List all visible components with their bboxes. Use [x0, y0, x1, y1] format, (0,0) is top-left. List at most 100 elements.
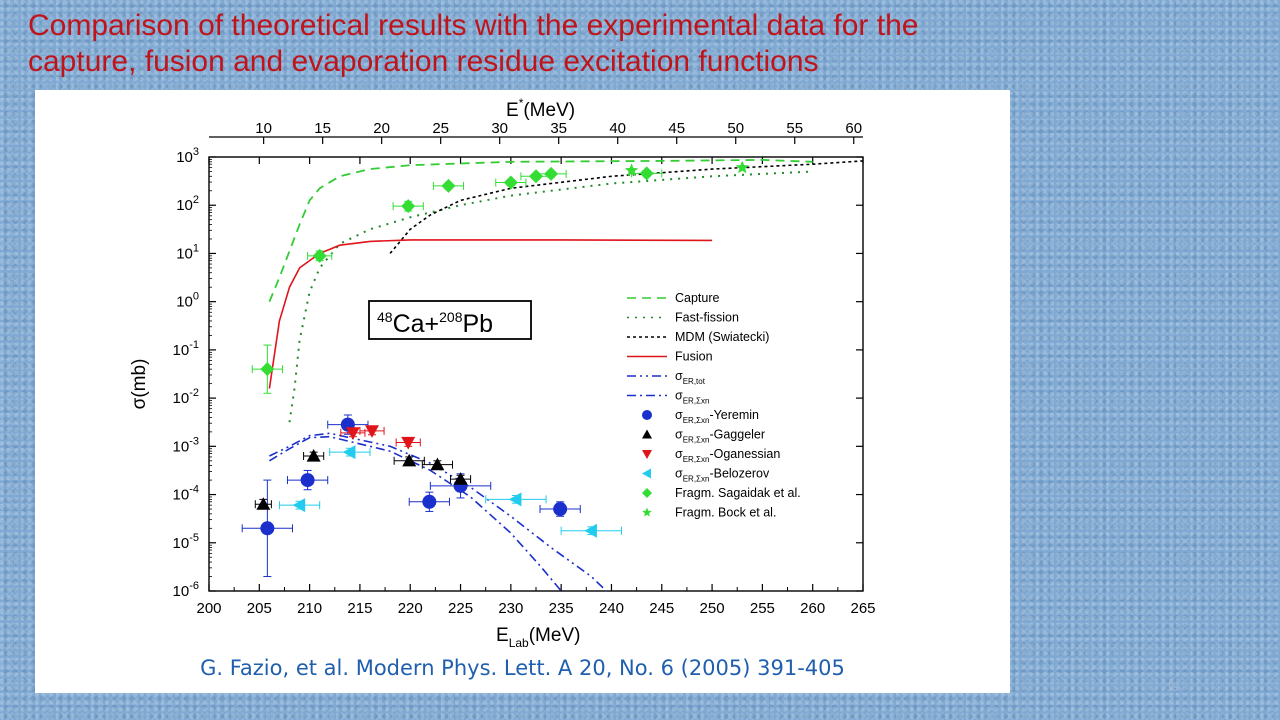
legend-item: Fragm. Sagaidak et al.	[642, 486, 801, 500]
legend-swatch	[642, 429, 652, 439]
legend-label: Fusion	[675, 350, 713, 364]
data-point--er-xn-oganessian	[345, 427, 360, 440]
legend-item: Fusion	[627, 350, 713, 364]
slide-title: Comparison of theoretical results with t…	[28, 8, 1268, 80]
legend-label: Fast-fission	[675, 311, 739, 325]
figure-panel: 200 205 210 215 220 225 230 235 240 245 250 255 260 2…	[35, 90, 1010, 693]
plot-frame	[208, 156, 864, 592]
y-tick-label: 10-4	[173, 484, 199, 504]
data-point--er-xn-yeremin	[553, 502, 568, 517]
x-tick-label: 240	[599, 600, 624, 617]
series-line--er-tot	[269, 432, 607, 592]
y-tick-label: 101	[176, 242, 199, 262]
data-point-fragm-sagaidak-et-al-	[401, 199, 416, 214]
x-tick-label: 205	[247, 600, 272, 617]
x2-tick-label: 10	[255, 120, 272, 137]
data-point--er-xn-oganessian	[364, 425, 379, 438]
data-point-fragm-sagaidak-et-al-	[260, 362, 275, 377]
data-point-fragm-bock-et-al-	[735, 160, 749, 174]
data-point--er-xn-yeremin	[300, 473, 315, 488]
legend: Capture Fast-fission MDM (Swiatecki) Fusion…	[627, 291, 801, 520]
citation: G. Fazio, et al. Modern Phys. Lett. A 20…	[200, 656, 845, 680]
legend-label: σER,Σxn-Belozerov	[675, 467, 770, 484]
y-axis-title: σ(mb)	[129, 359, 150, 410]
x2-tick-label: 20	[373, 120, 390, 137]
reaction-label-text: 48Ca+208Pb	[377, 309, 493, 338]
data-point--er-xn-belozerov	[584, 523, 597, 538]
y-tick-label: 103	[176, 146, 199, 166]
slide-title-line1: Comparison of theoretical results with t…	[28, 9, 919, 42]
legend-item: Fast-fission	[627, 311, 739, 325]
data-point--er-xn-gaggeler	[256, 497, 271, 510]
x-tick-label: 220	[398, 600, 423, 617]
x-tick-label: 260	[800, 600, 825, 617]
data-point-fragm-sagaidak-et-al-	[503, 175, 518, 190]
x2-tick-label: 60	[845, 120, 862, 137]
data-point--er-xn-belozerov	[292, 498, 306, 513]
series-line-fast-fission	[288, 170, 813, 423]
legend-label: σER,Σxn-Gaggeler	[675, 428, 765, 445]
legend-item: Fragm. Bock et al.	[642, 506, 776, 520]
series-line-mdm-swiatecki-	[389, 160, 864, 254]
legend-label: MDM (Swiatecki)	[675, 330, 769, 344]
data-point--er-xn-yeremin	[260, 521, 275, 536]
data-point--er-xn-gaggeler	[402, 453, 417, 467]
series-line-capture	[268, 158, 813, 303]
x2-axis-title: E*(MeV)	[506, 96, 575, 121]
reaction-label: 48Ca+208Pb	[368, 300, 532, 340]
data-point-fragm-bock-et-al-	[624, 163, 639, 177]
data-point--er-xn-gaggeler	[430, 457, 445, 471]
data-point-fragm-sagaidak-et-al-	[312, 248, 327, 263]
legend-item: σER,tot	[627, 369, 706, 386]
x2-tick-label: 55	[786, 120, 803, 137]
x-tick-label: 225	[448, 600, 473, 617]
y-tick-label: 100	[176, 291, 199, 311]
legend-item: σER,Σxn-Gaggeler	[642, 428, 765, 445]
data-point--er-xn-oganessian	[401, 436, 416, 450]
data-point-fragm-sagaidak-et-al-	[441, 178, 456, 193]
x2-tick-label: 35	[550, 120, 567, 137]
legend-item: Capture	[627, 291, 720, 305]
data-point--er-xn-gaggeler	[306, 448, 321, 462]
y-tick-label: 10-5	[173, 532, 199, 552]
legend-label: σER,Σxn-Yeremin	[675, 408, 759, 425]
legend-swatch	[642, 488, 652, 498]
legend-swatch	[642, 507, 652, 517]
x-tick-label: 235	[549, 600, 574, 617]
legend-label: Capture	[675, 291, 720, 305]
x2-tick-label: 30	[491, 120, 508, 137]
legend-item: σER,Σxn-Yeremin	[642, 408, 759, 425]
y-tick-label: 10-2	[173, 387, 199, 407]
y-tick-label: 10-6	[173, 580, 199, 600]
legend-item: MDM (Swiatecki)	[627, 330, 769, 344]
legend-label: Fragm. Bock et al.	[675, 506, 776, 520]
reaction-label-box	[368, 300, 532, 340]
legend-swatch	[642, 450, 652, 459]
legend-label: σER,tot	[675, 369, 706, 386]
x2-tick-label: 25	[432, 120, 449, 137]
x2-tick-label: 15	[314, 120, 331, 137]
data-point--er-xn-gaggeler	[453, 472, 468, 485]
data-point-fragm-sagaidak-et-al-	[544, 166, 559, 181]
y-tick-label: 102	[176, 194, 199, 214]
x-tick-label: 230	[498, 600, 523, 617]
x2-tick-label: 40	[609, 120, 626, 137]
x2-tick-label: 45	[668, 120, 685, 137]
series-line--er-xn	[268, 435, 562, 592]
x-tick-label: 210	[297, 600, 322, 617]
slide-title-line2: capture, fusion and evaporation residue …	[28, 45, 819, 78]
x-axis-title: ELab(MeV)	[496, 625, 580, 650]
legend-item: σER,Σxn	[627, 389, 709, 406]
data-point--er-xn-yeremin	[422, 494, 437, 509]
legend-label: Fragm. Sagaidak et al.	[675, 486, 801, 500]
x-tick-label: 245	[649, 600, 674, 617]
data-point-fragm-sagaidak-et-al-	[639, 166, 654, 181]
x-tick-label: 265	[850, 600, 875, 617]
x-tick-label: 200	[196, 600, 221, 617]
y-tick-label: 10-3	[173, 435, 199, 455]
x-tick-label: 215	[347, 600, 372, 617]
legend-item: σER,Σxn-Belozerov	[642, 467, 770, 484]
legend-label: σER,Σxn	[675, 389, 709, 406]
data-point--er-xn-belozerov	[508, 492, 522, 507]
legend-swatch	[642, 468, 651, 479]
